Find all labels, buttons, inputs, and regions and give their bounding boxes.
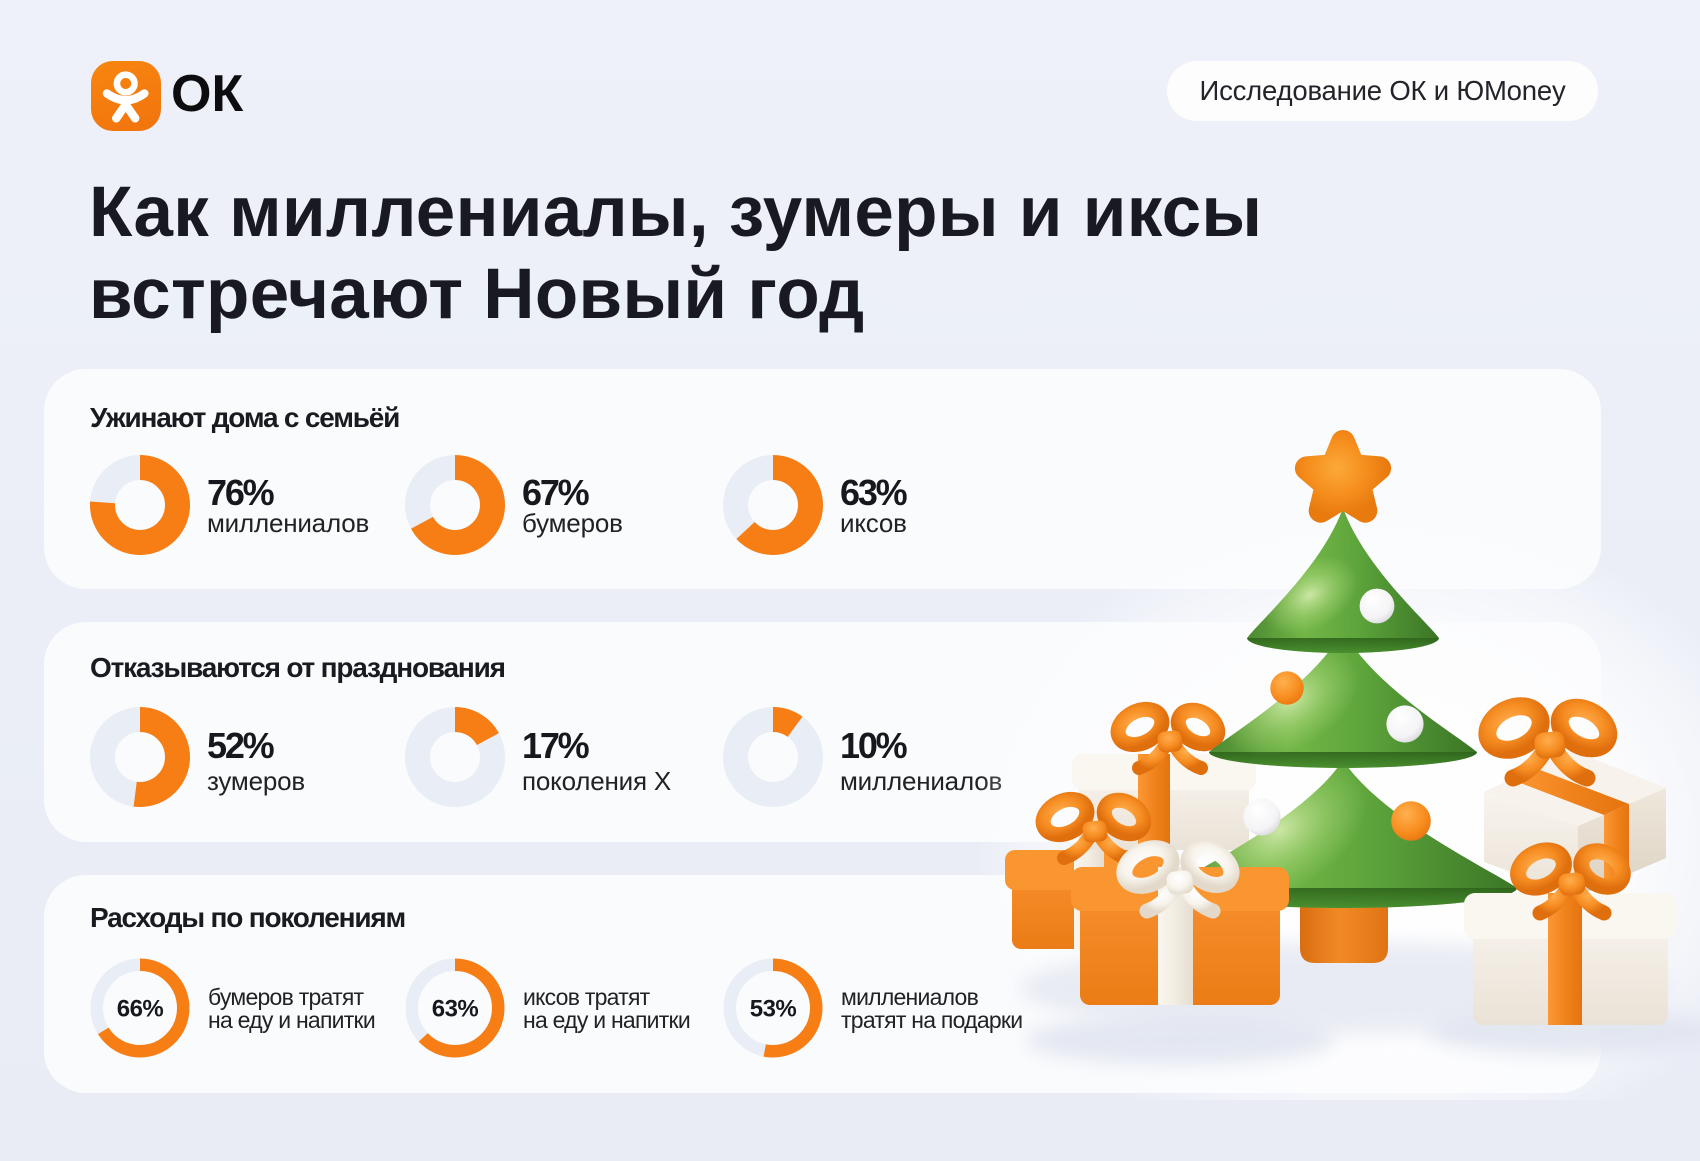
svg-text:66%: 66%: [117, 996, 164, 1023]
svg-text:63%: 63%: [432, 996, 479, 1023]
svg-text:53%: 53%: [750, 996, 797, 1023]
